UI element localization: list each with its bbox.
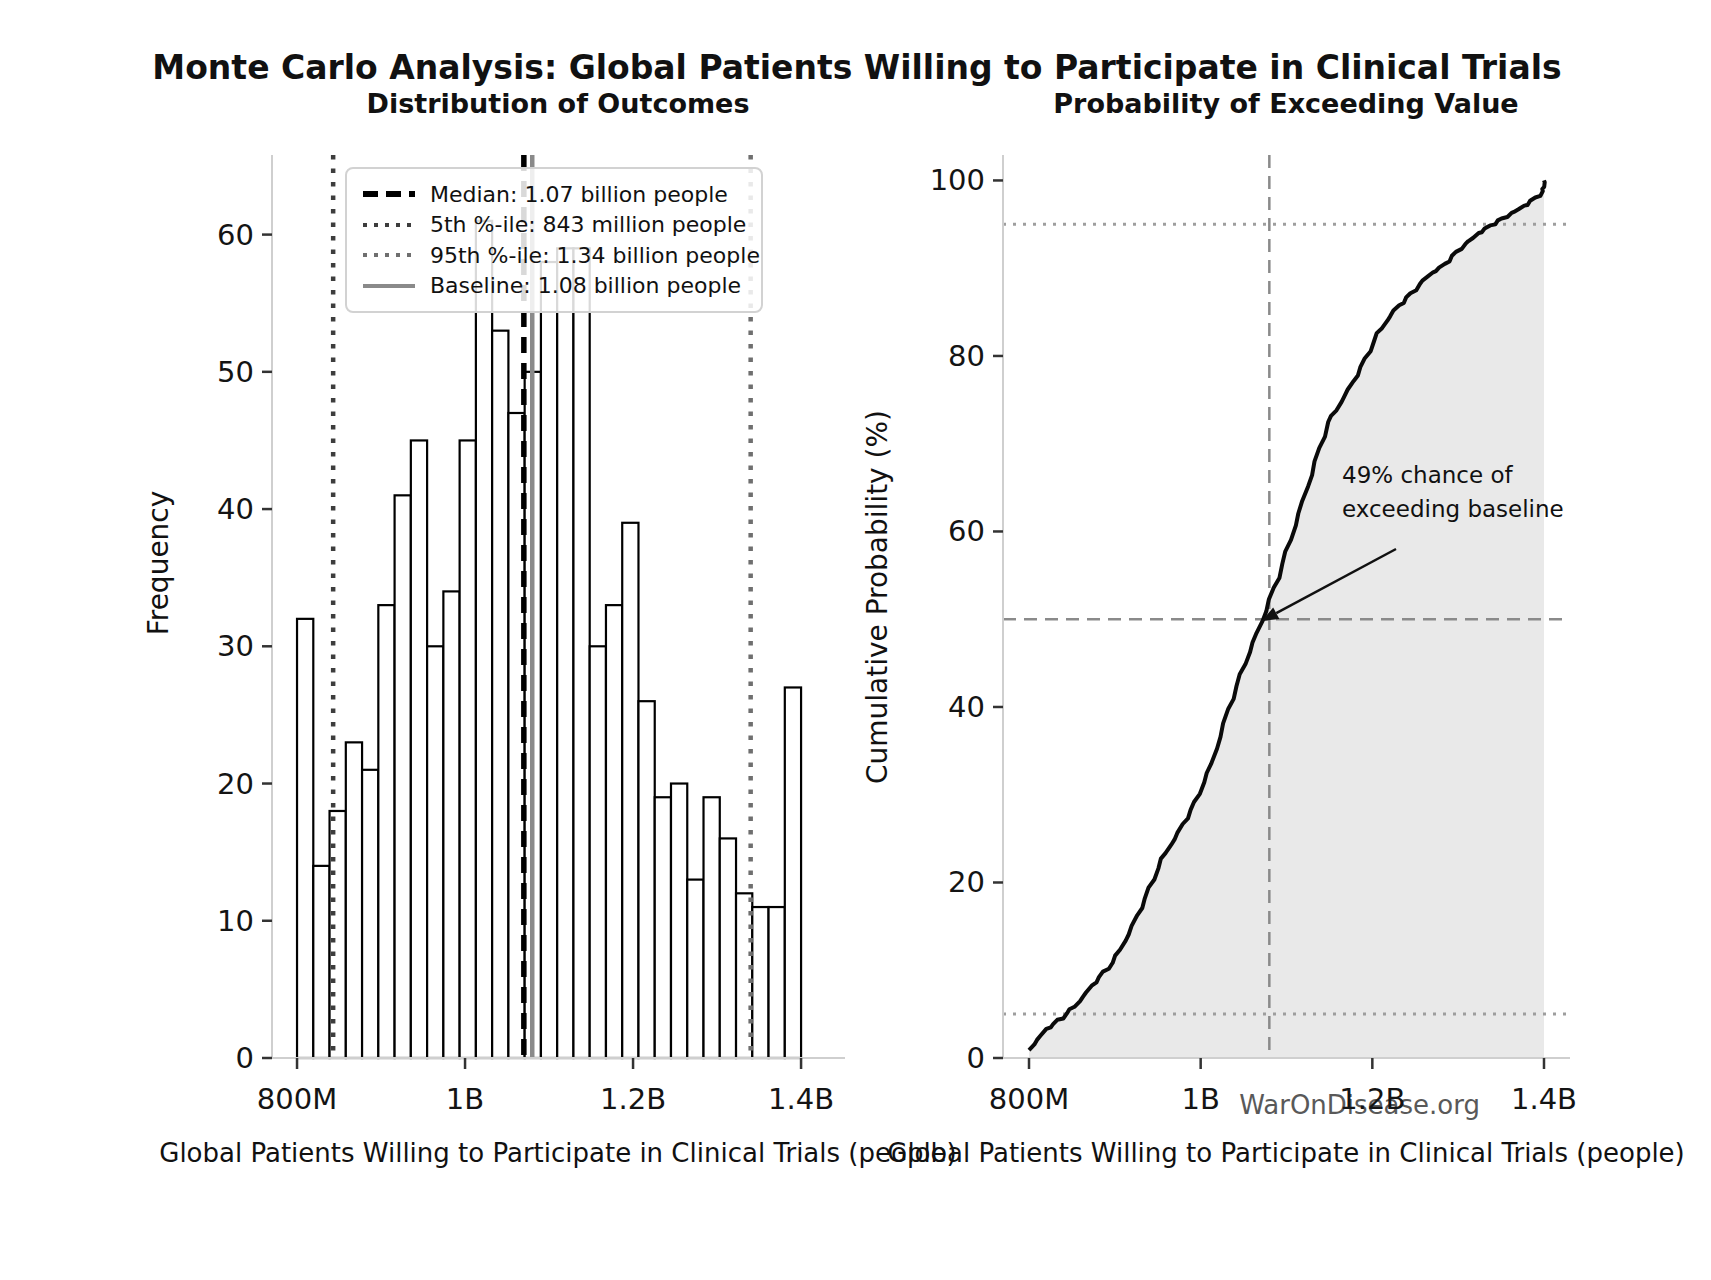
- y-tick-label: 100: [930, 163, 985, 197]
- legend: Median: 1.07 billion people 5th %-ile: 84…: [345, 167, 763, 313]
- figure-title: Monte Carlo Analysis: Global Patients Wi…: [152, 48, 1561, 87]
- legend-sample-dotted-line: [363, 223, 415, 227]
- subplot-title-distribution: Distribution of Outcomes: [367, 88, 750, 119]
- legend-item-baseline: Baseline: 1.08 billion people: [363, 271, 745, 302]
- x-tick-label: 1B: [1181, 1082, 1219, 1116]
- histogram-bar: [395, 495, 411, 1058]
- histogram-bar: [573, 248, 589, 1058]
- y-axis-label-cumulative-probability: Cumulative Probability (%): [861, 410, 894, 784]
- legend-sample-solid-line: [363, 284, 415, 288]
- figure: Monte Carlo Analysis: Global Patients Wi…: [0, 0, 1711, 1280]
- annotation-callout: 49% chance of exceeding baseline: [1342, 458, 1564, 526]
- histogram-bar: [378, 605, 394, 1058]
- y-tick-label: 20: [948, 865, 985, 899]
- histogram-bar: [622, 523, 638, 1058]
- histogram-bar: [313, 866, 329, 1058]
- legend-item-p5: 5th %-ile: 843 million people: [363, 210, 745, 241]
- histogram-bar: [346, 742, 362, 1058]
- histogram-bar: [606, 605, 622, 1058]
- x-tick-label: 1.4B: [768, 1082, 834, 1116]
- y-tick-label: 20: [217, 767, 254, 801]
- y-tick-label: 60: [217, 218, 254, 252]
- histogram-bar: [557, 248, 573, 1058]
- histogram-bar: [427, 646, 443, 1058]
- x-tick-label: 800M: [257, 1082, 337, 1116]
- y-tick-label: 0: [967, 1041, 985, 1075]
- histogram-bar: [443, 591, 459, 1058]
- y-tick-label: 40: [948, 690, 985, 724]
- x-tick-label: 1.2B: [1339, 1082, 1405, 1116]
- histogram-bar: [362, 770, 378, 1058]
- subplot-title-probability: Probability of Exceeding Value: [1053, 88, 1518, 119]
- histogram-bar: [476, 221, 492, 1058]
- y-tick-label: 10: [217, 904, 254, 938]
- x-tick-label: 1.4B: [1511, 1082, 1577, 1116]
- legend-sample-dotted-line: [363, 253, 415, 257]
- y-tick-label: 0: [236, 1041, 254, 1075]
- histogram-bar: [411, 440, 427, 1058]
- y-tick-label: 60: [948, 514, 985, 548]
- y-tick-label: 30: [217, 629, 254, 663]
- y-axis-label-frequency: Frequency: [142, 491, 175, 636]
- histogram-bar: [638, 701, 654, 1058]
- legend-label: Baseline: 1.08 billion people: [430, 273, 741, 298]
- histogram-bar: [769, 907, 785, 1058]
- histogram-bar: [541, 262, 557, 1058]
- histogram-bar: [785, 687, 801, 1058]
- x-tick-label: 800M: [989, 1082, 1069, 1116]
- legend-item-median: Median: 1.07 billion people: [363, 179, 745, 210]
- histogram-bar: [752, 907, 768, 1058]
- x-axis-label-right: Global Patients Willing to Participate i…: [887, 1138, 1685, 1168]
- histogram-bar: [704, 797, 720, 1058]
- x-tick-label: 1B: [446, 1082, 484, 1116]
- x-axis-label-left: Global Patients Willing to Participate i…: [159, 1138, 957, 1168]
- histogram-bar: [460, 440, 476, 1058]
- histogram-bar: [655, 797, 671, 1058]
- histogram-bar: [671, 784, 687, 1058]
- histogram-bar: [590, 646, 606, 1058]
- legend-label: Median: 1.07 billion people: [430, 182, 728, 207]
- y-tick-label: 40: [217, 492, 254, 526]
- legend-label: 95th %-ile: 1.34 billion people: [430, 243, 760, 268]
- x-tick-label: 1.2B: [600, 1082, 666, 1116]
- legend-label: 5th %-ile: 843 million people: [430, 212, 746, 237]
- histogram-bar: [687, 880, 703, 1058]
- y-tick-label: 50: [217, 355, 254, 389]
- histogram-bar: [720, 838, 736, 1058]
- legend-sample-dashed-line: [363, 191, 415, 197]
- legend-item-p95: 95th %-ile: 1.34 billion people: [363, 240, 745, 271]
- histogram-bar: [297, 619, 313, 1058]
- y-tick-label: 80: [948, 339, 985, 373]
- histogram-bar: [492, 331, 508, 1058]
